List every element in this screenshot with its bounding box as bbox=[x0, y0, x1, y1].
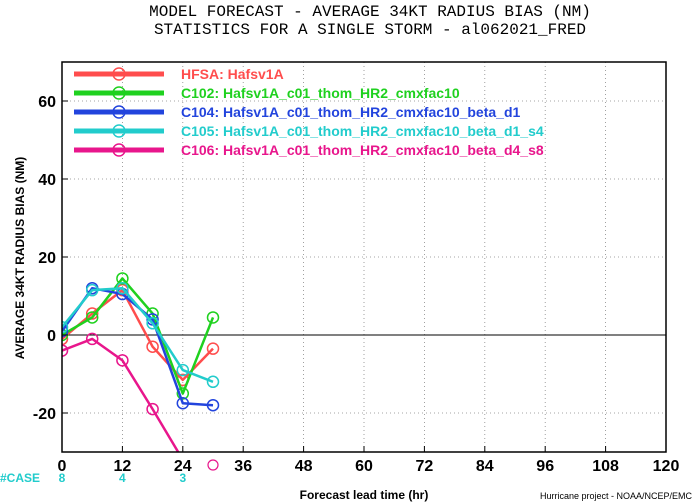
series-point-3 bbox=[176, 397, 190, 410]
legend-label-3: C104: Hafsv1A_c01_thom_HR2_cmxfac10_beta… bbox=[181, 104, 521, 120]
x-tick-label: 12 bbox=[114, 458, 132, 475]
grid bbox=[62, 62, 666, 452]
series-point-4 bbox=[146, 317, 159, 330]
case-label: #CASE bbox=[0, 471, 40, 485]
credit-text: Hurricane project - NOAA/NCEP/EMC bbox=[540, 491, 693, 501]
tick-labels: 0 12 24 36 48 60 72 84 96 108 120 -20 0 20 40 60 bbox=[33, 94, 680, 475]
legend-label-2: C102: Hafsv1A_c01_thom_HR2_cmxfac10 bbox=[181, 85, 460, 101]
legend-marker-3 bbox=[112, 105, 126, 119]
y-tick-label: 60 bbox=[38, 94, 56, 111]
series-point-3 bbox=[62, 324, 69, 338]
series-point-1 bbox=[206, 342, 220, 355]
x-tick-label: 96 bbox=[536, 458, 554, 475]
legend-marker-2 bbox=[112, 86, 126, 100]
series-point-1 bbox=[146, 340, 159, 353]
legend-marker-1 bbox=[112, 67, 126, 81]
series-point-4 bbox=[206, 375, 220, 389]
series-point-1 bbox=[62, 332, 69, 346]
legend-label-5: C106: Hafsv1A_c01_thom_HR2_cmxfac10_beta… bbox=[181, 142, 544, 158]
series-point-5 bbox=[62, 344, 69, 357]
series-point-5 bbox=[85, 332, 99, 346]
legend-label-1: HFSA: Hafsv1A bbox=[181, 66, 284, 82]
y-tick-label: -20 bbox=[33, 406, 56, 423]
x-tick-label: 36 bbox=[234, 458, 252, 475]
series-line-2 bbox=[62, 277, 215, 395]
case-count: 8 bbox=[59, 471, 66, 485]
x-tick-label: 48 bbox=[295, 458, 313, 475]
x-tick-label: 72 bbox=[416, 458, 434, 475]
series-point-4 bbox=[176, 363, 190, 377]
plot-frame bbox=[61, 61, 667, 453]
series-point-2 bbox=[176, 387, 190, 400]
series-point-2 bbox=[116, 272, 129, 285]
x-tick-label: 24 bbox=[174, 458, 192, 475]
series-point-4 bbox=[85, 283, 99, 297]
series-point-5 bbox=[146, 402, 159, 416]
y-axis-label: AVERAGE 34KT RADIUS BIAS (NM) bbox=[13, 157, 27, 359]
series-point-5 bbox=[116, 354, 129, 367]
x-tick-label: 108 bbox=[592, 458, 619, 475]
y-tick-label: 40 bbox=[38, 172, 56, 189]
chart-title: MODEL FORECAST - AVERAGE 34KT RADIUS BIA… bbox=[149, 3, 591, 21]
series-point-2 bbox=[206, 311, 220, 324]
series-point-2 bbox=[85, 311, 99, 324]
series-point-4 bbox=[116, 281, 129, 295]
series-point-3 bbox=[206, 398, 220, 412]
series-line-5 bbox=[62, 337, 180, 452]
x-tick-label: 60 bbox=[355, 458, 373, 475]
x-axis-label: Forecast lead time (hr) bbox=[300, 488, 429, 502]
chart-subtitle: STATISTICS FOR A SINGLE STORM - al062021… bbox=[154, 21, 586, 39]
legend: HFSA: Hafsv1A C102: Hafsv1A_c01_thom_HR2_… bbox=[74, 66, 544, 158]
series-point-1 bbox=[85, 307, 99, 320]
case-counts: #CASE 8 4 3 bbox=[0, 459, 219, 485]
y-tick-label: 20 bbox=[38, 250, 56, 267]
x-tick-label: 0 bbox=[58, 458, 67, 475]
case-count: 4 bbox=[119, 471, 126, 485]
case-count: 3 bbox=[179, 471, 186, 485]
series-point-4 bbox=[62, 320, 69, 334]
y-tick-label: 0 bbox=[47, 328, 56, 345]
x-tick-label: 84 bbox=[476, 458, 494, 475]
legend-label-4: C105: Hafsv1A_c01_thom_HR2_cmxfac10_beta… bbox=[181, 123, 544, 139]
series-layer bbox=[62, 272, 220, 452]
legend-marker-5 bbox=[112, 143, 126, 157]
x-tick-label: 120 bbox=[653, 458, 680, 475]
legend-marker-4 bbox=[112, 124, 126, 138]
series-clip-group bbox=[62, 272, 220, 452]
open-marker bbox=[207, 459, 219, 471]
